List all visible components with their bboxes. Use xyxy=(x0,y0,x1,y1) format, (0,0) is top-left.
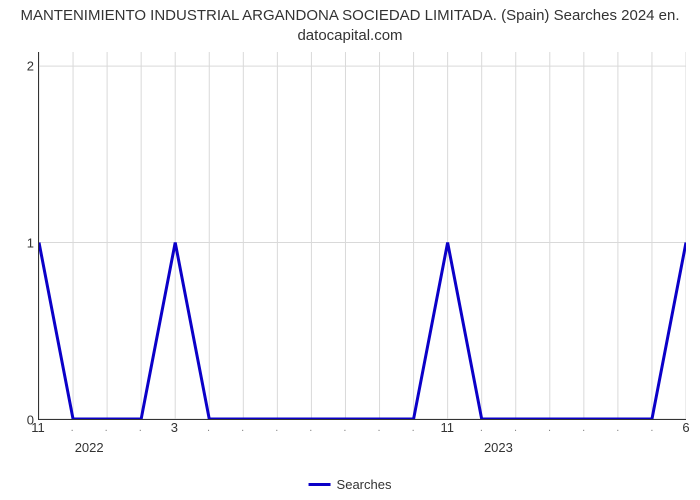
x-axis-year-labels: 2022 2023 xyxy=(38,440,686,458)
x-tick-minor: . xyxy=(207,422,210,434)
x-tick-minor: . xyxy=(514,422,517,434)
plot-svg xyxy=(39,52,686,419)
y-axis: 012 xyxy=(14,52,38,420)
legend: Searches xyxy=(309,477,392,492)
plot-area xyxy=(38,52,686,420)
legend-swatch xyxy=(309,483,331,486)
x-tick-label: 3 xyxy=(171,420,178,435)
x-tick-label: 11 xyxy=(31,420,45,435)
x-tick-label: 6 xyxy=(682,420,689,435)
x-year-label: 2022 xyxy=(75,440,104,455)
x-tick-minor: . xyxy=(412,422,415,434)
x-axis-ticks: 11...3.......11......6 xyxy=(38,420,686,440)
x-year-label: 2023 xyxy=(484,440,513,455)
legend-label: Searches xyxy=(337,477,392,492)
x-tick-minor: . xyxy=(548,422,551,434)
x-tick-minor: . xyxy=(582,422,585,434)
x-tick-minor: . xyxy=(139,422,142,434)
y-tick-label: 2 xyxy=(27,59,34,74)
x-tick-minor: . xyxy=(71,422,74,434)
x-tick-minor: . xyxy=(616,422,619,434)
chart-title: MANTENIMIENTO INDUSTRIAL ARGANDONA SOCIE… xyxy=(0,0,700,47)
x-tick-label: 11 xyxy=(441,420,455,435)
x-tick-minor: . xyxy=(480,422,483,434)
x-tick-minor: . xyxy=(309,422,312,434)
x-tick-minor: . xyxy=(343,422,346,434)
x-tick-minor: . xyxy=(378,422,381,434)
y-tick-label: 1 xyxy=(27,236,34,251)
x-tick-minor: . xyxy=(650,422,653,434)
x-tick-minor: . xyxy=(275,422,278,434)
chart-area: 012 xyxy=(38,52,686,420)
x-tick-minor: . xyxy=(105,422,108,434)
x-tick-minor: . xyxy=(241,422,244,434)
